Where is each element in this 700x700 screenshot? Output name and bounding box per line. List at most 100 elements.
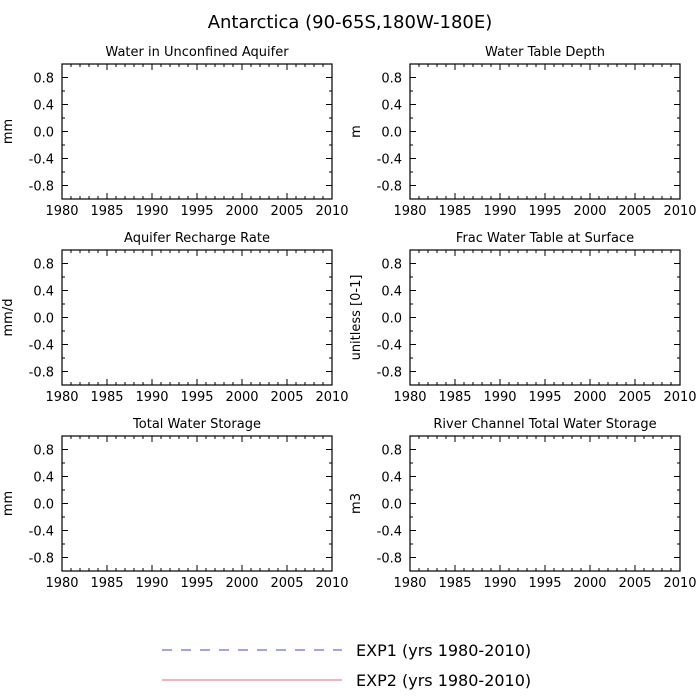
panel-2: Water Table Depth m 1980 1985 1990 1995 2000 20… — [349, 45, 697, 219]
y-axis-label: mm — [1, 491, 16, 516]
x-tick-label: 1990 — [483, 576, 516, 591]
x-tick-label: 1995 — [528, 204, 561, 219]
x-tick-label: 1990 — [135, 204, 168, 219]
panel-grid: Water in Unconfined Aquifer mm 1980 1985 199… — [1, 45, 697, 591]
x-tick-label: 1985 — [438, 390, 471, 405]
y-tick-label: 0.0 — [33, 126, 54, 141]
x-tick-label: 1995 — [180, 390, 213, 405]
x-tick-label: 1980 — [45, 204, 78, 219]
x-tick-label: 2010 — [315, 390, 348, 405]
y-tick-label: 0.8 — [33, 444, 54, 459]
y-tick-label: 0.8 — [381, 258, 402, 273]
y-tick-label: 0.0 — [33, 498, 54, 513]
y-tick-label: 0.8 — [33, 72, 54, 87]
panel-5: Total Water Storage mm 1980 1985 1990 1995 200… — [1, 417, 349, 591]
x-tick-label: 2005 — [618, 390, 651, 405]
plot-frame — [409, 249, 681, 386]
y-tick-label: -0.4 — [377, 525, 402, 540]
y-tick-label: 0.0 — [381, 126, 402, 141]
y-tick-label: 0.4 — [381, 99, 402, 114]
x-tick-label: 1980 — [45, 576, 78, 591]
x-tick-label: 1985 — [90, 204, 123, 219]
x-tick-label: 1990 — [135, 576, 168, 591]
panel-title: Total Water Storage — [132, 417, 261, 432]
panel-title: Aquifer Recharge Rate — [124, 231, 270, 246]
y-axis-label: unitless [0-1] — [349, 275, 364, 361]
y-axis-label: m — [349, 125, 364, 138]
x-tick-label: 2000 — [573, 576, 606, 591]
x-tick-label: 2005 — [618, 576, 651, 591]
panel-title: Frac Water Table at Surface — [456, 231, 634, 246]
x-tick-label: 1990 — [483, 204, 516, 219]
y-tick-label: 0.4 — [33, 471, 54, 486]
plot-frame — [61, 63, 333, 200]
x-tick-label: 2010 — [663, 576, 696, 591]
x-tick-label: 2005 — [270, 390, 303, 405]
plot-frame — [61, 435, 333, 572]
panel-6: River Channel Total Water Storage m3 1980 1… — [349, 417, 697, 591]
x-tick-label: 1995 — [180, 204, 213, 219]
y-axis-label: mm/d — [1, 299, 16, 337]
y-tick-label: -0.8 — [377, 366, 402, 381]
legend-label-2: EXP2 (yrs 1980-2010) — [356, 671, 531, 690]
y-tick-label: -0.4 — [377, 153, 402, 168]
x-tick-label: 1995 — [180, 576, 213, 591]
y-tick-label: 0.0 — [381, 498, 402, 513]
y-tick-label: 0.4 — [33, 285, 54, 300]
y-tick-label: 0.8 — [381, 72, 402, 87]
y-tick-label: -0.4 — [29, 153, 54, 168]
y-tick-label: 0.0 — [381, 312, 402, 327]
panel-title: Water Table Depth — [485, 45, 605, 60]
figure-title: Antarctica (90-65S,180W-180E) — [208, 12, 493, 33]
y-tick-label: -0.8 — [29, 366, 54, 381]
x-tick-label: 2005 — [270, 576, 303, 591]
panel-1: Water in Unconfined Aquifer mm 1980 1985 199… — [1, 45, 349, 219]
x-tick-label: 2000 — [573, 390, 606, 405]
y-tick-label: 0.4 — [381, 285, 402, 300]
plot-frame — [61, 249, 333, 386]
y-tick-label: 0.4 — [381, 471, 402, 486]
plot-frame — [409, 435, 681, 572]
y-axis-label: m3 — [349, 493, 364, 514]
x-tick-label: 1980 — [393, 204, 426, 219]
x-tick-label: 1995 — [528, 390, 561, 405]
y-axis-label: mm — [1, 119, 16, 144]
x-tick-label: 1985 — [90, 390, 123, 405]
x-tick-label: 1985 — [438, 204, 471, 219]
y-tick-label: -0.8 — [377, 180, 402, 195]
x-tick-label: 1980 — [45, 390, 78, 405]
y-tick-label: 0.8 — [381, 444, 402, 459]
y-tick-label: -0.8 — [29, 180, 54, 195]
x-tick-label: 1990 — [135, 390, 168, 405]
y-tick-label: -0.4 — [377, 339, 402, 354]
y-tick-label: 0.0 — [33, 312, 54, 327]
x-tick-label: 1995 — [528, 576, 561, 591]
y-tick-label: -0.4 — [29, 525, 54, 540]
x-tick-label: 2000 — [225, 204, 258, 219]
x-tick-label: 2005 — [270, 204, 303, 219]
x-tick-label: 1990 — [483, 390, 516, 405]
x-tick-label: 1980 — [393, 576, 426, 591]
x-tick-label: 2010 — [663, 390, 696, 405]
panel-4: Frac Water Table at Surface unitless [0-1… — [349, 231, 697, 405]
legend: EXP1 (yrs 1980-2010) EXP2 (yrs 1980-2010) — [162, 641, 531, 690]
x-tick-label: 1985 — [438, 576, 471, 591]
x-tick-label: 2000 — [573, 204, 606, 219]
y-tick-label: -0.4 — [29, 339, 54, 354]
y-tick-label: 0.8 — [33, 258, 54, 273]
panel-3: Aquifer Recharge Rate mm/d 1980 1985 1990 199… — [1, 231, 349, 405]
panel-title: River Channel Total Water Storage — [433, 417, 656, 432]
plot-frame — [409, 63, 681, 200]
x-tick-label: 1980 — [393, 390, 426, 405]
x-tick-label: 2005 — [618, 204, 651, 219]
y-tick-label: 0.4 — [33, 99, 54, 114]
x-tick-label: 2000 — [225, 576, 258, 591]
y-tick-label: -0.8 — [377, 552, 402, 567]
y-tick-label: -0.8 — [29, 552, 54, 567]
x-tick-label: 2010 — [315, 204, 348, 219]
panel-title: Water in Unconfined Aquifer — [105, 45, 289, 60]
x-tick-label: 2010 — [315, 576, 348, 591]
x-tick-label: 2000 — [225, 390, 258, 405]
x-tick-label: 1985 — [90, 576, 123, 591]
